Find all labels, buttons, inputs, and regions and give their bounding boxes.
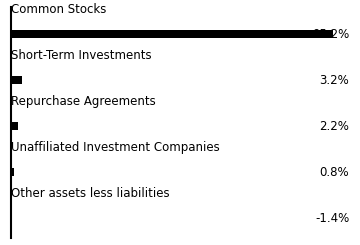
Bar [11,122,18,130]
Bar [11,76,22,84]
Text: Repurchase Agreements: Repurchase Agreements [11,95,156,108]
Text: Other assets less liabilities: Other assets less liabilities [11,187,170,200]
Text: -1.4%: -1.4% [315,212,349,225]
Bar [11,30,333,38]
Text: 3.2%: 3.2% [319,74,349,87]
Text: Unaffiliated Investment Companies: Unaffiliated Investment Companies [11,141,220,154]
Bar [11,168,14,176]
Text: Short-Term Investments: Short-Term Investments [11,49,152,62]
Text: 0.8%: 0.8% [320,166,349,179]
Text: Common Stocks: Common Stocks [11,3,106,16]
Text: 2.2%: 2.2% [319,120,349,133]
Text: 95.2%: 95.2% [312,28,349,41]
